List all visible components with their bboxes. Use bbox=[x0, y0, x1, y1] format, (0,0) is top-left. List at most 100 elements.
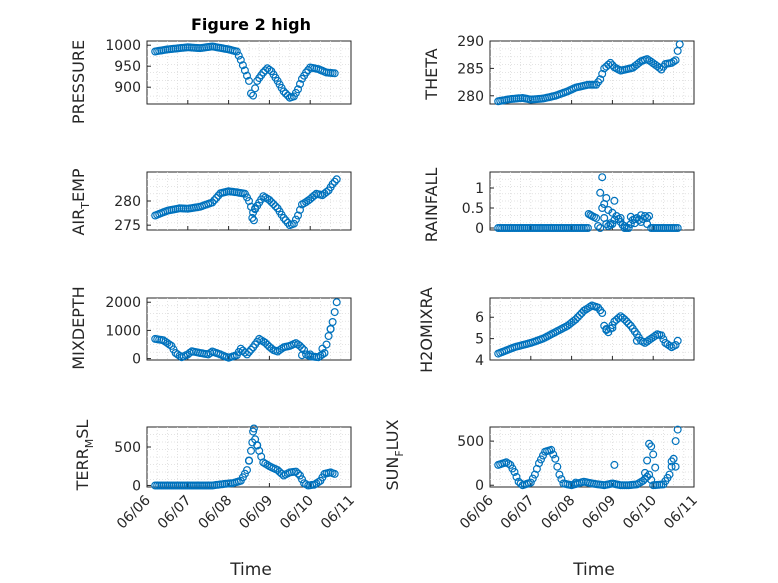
data-point bbox=[671, 341, 680, 350]
data-point bbox=[247, 89, 256, 98]
data-point bbox=[296, 79, 305, 88]
data-point bbox=[247, 345, 256, 354]
data-point bbox=[271, 202, 280, 211]
data-point bbox=[583, 224, 592, 233]
ylabel-p5: MIXDEPTH bbox=[69, 286, 88, 369]
data-point bbox=[665, 470, 674, 479]
y-tick-label: 280 bbox=[457, 89, 484, 105]
subplot-3: 275 280 bbox=[114, 171, 352, 234]
data-point bbox=[234, 51, 243, 60]
data-point bbox=[504, 459, 513, 468]
data-point bbox=[624, 224, 633, 233]
data-point bbox=[296, 471, 305, 480]
data-point bbox=[510, 468, 519, 477]
data-point bbox=[263, 460, 272, 469]
ylabel-terr-msl: TERRMSL bbox=[73, 420, 96, 492]
data-point bbox=[640, 212, 649, 221]
data-point bbox=[643, 55, 652, 64]
data-point bbox=[549, 450, 558, 459]
data-point bbox=[610, 460, 619, 469]
data-point bbox=[283, 91, 292, 100]
x-tick-label: 06/07 bbox=[155, 493, 195, 533]
data-point bbox=[261, 66, 270, 75]
data-point bbox=[512, 472, 521, 481]
ylabel-p8: SUNFLUX bbox=[383, 419, 406, 490]
data-point bbox=[294, 469, 303, 478]
data-point bbox=[606, 219, 615, 228]
data-point bbox=[638, 476, 647, 485]
data-point bbox=[318, 344, 327, 353]
subplot-4: 00.51 bbox=[462, 171, 695, 237]
ylabel-rainfall: RAINFALL bbox=[422, 168, 441, 243]
data-point bbox=[306, 350, 315, 359]
ylabel-h2omixra: H2OMIXRA bbox=[417, 287, 436, 373]
data-point bbox=[598, 173, 607, 182]
data-point bbox=[555, 470, 564, 479]
y-tick-label: 280 bbox=[114, 194, 141, 210]
data-point bbox=[267, 198, 276, 207]
data-point bbox=[667, 58, 676, 67]
data-point bbox=[298, 351, 307, 360]
x-tick-label: 06/10 bbox=[277, 493, 317, 533]
data-point bbox=[330, 308, 339, 317]
data-point bbox=[249, 91, 258, 100]
data-point bbox=[332, 298, 341, 307]
data-point bbox=[608, 208, 617, 217]
data-point bbox=[581, 305, 590, 314]
data-point bbox=[210, 196, 219, 205]
data-point bbox=[326, 325, 335, 334]
data-point bbox=[571, 478, 580, 487]
data-point bbox=[596, 188, 605, 197]
data-point bbox=[291, 215, 300, 224]
data-point bbox=[328, 180, 337, 189]
data-point bbox=[557, 475, 566, 484]
data-point bbox=[624, 319, 633, 328]
data-point bbox=[600, 200, 609, 209]
data-point bbox=[296, 341, 305, 350]
x-tick-label: 06/10 bbox=[620, 493, 660, 533]
data-point bbox=[640, 468, 649, 477]
data-point bbox=[516, 479, 525, 488]
ylabel-sun-flux: SUNFLUX bbox=[383, 419, 406, 490]
data-point bbox=[598, 69, 607, 78]
ylabel-p1: PRESSURE bbox=[69, 40, 88, 124]
data-point bbox=[324, 332, 333, 341]
y-tick-label: 0 bbox=[132, 478, 141, 494]
data-point bbox=[673, 425, 682, 434]
y-tick-label: 0 bbox=[132, 352, 141, 368]
ylabel-p6: H2OMIXRA bbox=[417, 287, 436, 373]
x-tick-label: 06/08 bbox=[539, 493, 579, 533]
data-point bbox=[592, 214, 601, 223]
data-point bbox=[575, 311, 584, 320]
data-point bbox=[528, 474, 537, 483]
data-point bbox=[245, 456, 254, 465]
y-tick-label: 275 bbox=[114, 218, 141, 234]
data-point bbox=[310, 191, 319, 200]
ylabel-mixdepth: MIXDEPTH bbox=[69, 286, 88, 369]
data-point bbox=[649, 450, 658, 459]
data-point bbox=[243, 71, 252, 80]
data-point bbox=[249, 424, 258, 433]
data-point bbox=[602, 220, 611, 229]
data-point bbox=[249, 216, 258, 225]
data-point bbox=[212, 193, 221, 202]
data-point bbox=[208, 198, 217, 207]
y-tick-label: 500 bbox=[457, 434, 484, 450]
data-point bbox=[645, 470, 654, 479]
x-tick-label: 06/09 bbox=[236, 493, 276, 533]
data-point bbox=[251, 84, 260, 93]
data-point bbox=[255, 334, 264, 343]
data-point bbox=[551, 454, 560, 463]
data-point bbox=[330, 469, 339, 478]
subplot-grid: 900950100028028529027528000.510100020004… bbox=[105, 34, 700, 532]
data-point bbox=[261, 338, 270, 347]
data-point bbox=[606, 58, 615, 67]
data-point bbox=[206, 349, 215, 358]
data-point bbox=[294, 85, 303, 94]
data-point bbox=[328, 318, 337, 327]
y-tick-label: 900 bbox=[114, 80, 141, 96]
data-point bbox=[596, 224, 605, 233]
data-point bbox=[318, 350, 327, 359]
data-point bbox=[573, 313, 582, 322]
